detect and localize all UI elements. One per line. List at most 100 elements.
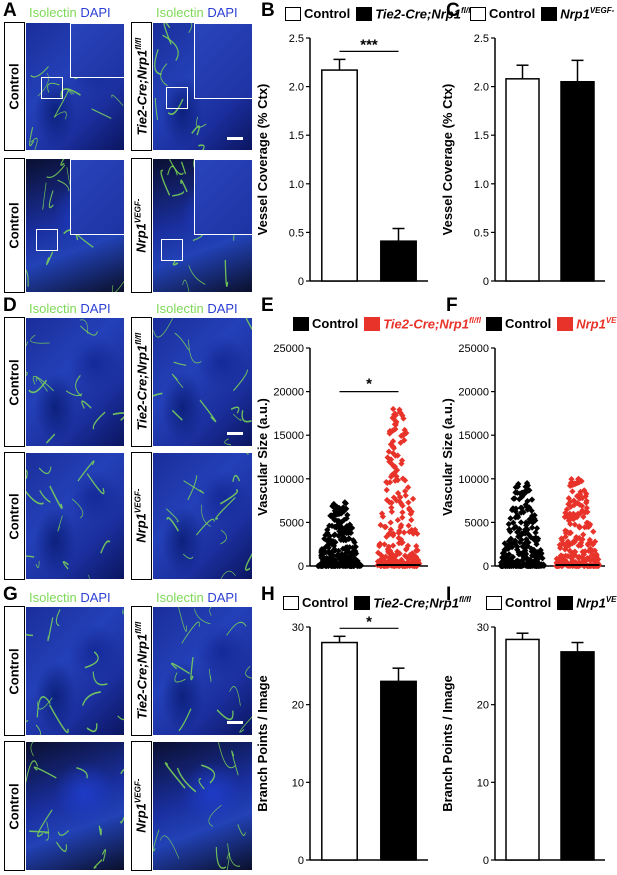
bar-knockout bbox=[380, 240, 417, 282]
vessel-stroke bbox=[160, 169, 171, 196]
chart-f-vascular-size: Vascular Size (a.u.) 0 5000 10000 15000 20000… bbox=[440, 343, 605, 573]
vessel-stroke bbox=[227, 843, 241, 867]
data-point bbox=[526, 487, 533, 494]
vessel-stroke bbox=[38, 466, 52, 475]
legend-swatch-knockout bbox=[541, 6, 558, 21]
vessel-stroke bbox=[35, 560, 40, 568]
data-point bbox=[582, 493, 589, 500]
vessel-stroke bbox=[26, 341, 29, 346]
y-tick-label: 20000 bbox=[458, 387, 489, 399]
vessel-stroke bbox=[245, 665, 252, 679]
vessel-overlay bbox=[26, 742, 124, 869]
legend-label-control: Control bbox=[489, 6, 536, 22]
vessel-stroke bbox=[100, 540, 111, 554]
vessel-stroke bbox=[245, 453, 249, 455]
data-point bbox=[390, 463, 398, 470]
y-tick-label: 0 bbox=[298, 561, 304, 573]
vessel-stroke bbox=[217, 742, 236, 769]
vessel-stroke bbox=[86, 723, 98, 733]
data-point bbox=[408, 516, 415, 524]
isolectin-label: Isolectin bbox=[156, 590, 204, 605]
vessel-stroke bbox=[153, 318, 173, 338]
vessel-overlay bbox=[171, 607, 252, 733]
chart-e-vascular-size: Vascular Size (a.u.) 0 5000 10000 15000 20000… bbox=[255, 343, 428, 573]
dapi-label: DAPI bbox=[80, 5, 111, 20]
vessel-stroke bbox=[81, 400, 92, 409]
y-axis-label: Vascular Size (a.u.) bbox=[440, 398, 455, 516]
legend-label-knockout: Nrp1VEGF- bbox=[576, 595, 617, 611]
micrograph-d-control bbox=[25, 317, 125, 447]
vessel-stroke bbox=[191, 125, 201, 136]
vessel-stroke bbox=[178, 708, 192, 732]
vessel-stroke bbox=[35, 724, 41, 735]
row-label-d-control-2: Control bbox=[4, 452, 25, 580]
vessel-stroke bbox=[93, 859, 103, 869]
vessel-overlay bbox=[166, 453, 252, 579]
data-point bbox=[569, 488, 576, 495]
vessel-stroke bbox=[169, 159, 184, 175]
y-tick-label: 20 bbox=[477, 700, 489, 712]
micrograph-a-nrp1 bbox=[152, 158, 253, 293]
y-tick-label: 2.5 bbox=[289, 33, 304, 45]
bar-control bbox=[505, 638, 540, 861]
vessel-stroke bbox=[208, 804, 222, 827]
vessel-stroke bbox=[46, 251, 54, 266]
vessel-stroke bbox=[201, 504, 211, 527]
vessel-stroke bbox=[188, 23, 193, 34]
significance-marker: *** bbox=[360, 36, 378, 53]
vessel-stroke bbox=[226, 621, 247, 636]
inset-region-box bbox=[41, 77, 63, 99]
vessel-stroke bbox=[199, 399, 217, 423]
y-tick-label: 0 bbox=[298, 855, 304, 867]
data-point bbox=[388, 504, 395, 511]
row-label-d-nrp1: Nrp1VEGF- bbox=[131, 452, 152, 580]
vessel-stroke bbox=[198, 144, 205, 150]
stain-label-d-right: Isolectin DAPI bbox=[156, 302, 238, 316]
vessel-stroke bbox=[209, 607, 212, 616]
vessel-stroke bbox=[80, 325, 98, 336]
vessel-stroke bbox=[26, 555, 35, 558]
vessel-stroke bbox=[172, 260, 179, 266]
vessel-stroke bbox=[231, 750, 239, 776]
row-label-a-control: Control bbox=[4, 22, 25, 151]
data-point bbox=[590, 528, 597, 535]
micrograph-a-control-bottom bbox=[25, 158, 125, 293]
y-axis-label: Branch Points / Image bbox=[440, 675, 455, 812]
y-tick-label: 10000 bbox=[458, 474, 489, 486]
vessel-stroke bbox=[29, 830, 50, 834]
vessel-overlay bbox=[26, 608, 124, 735]
y-tick-label: 1.0 bbox=[474, 179, 489, 191]
vessel-stroke bbox=[37, 72, 49, 97]
vessel-stroke bbox=[75, 374, 82, 397]
vessel-stroke bbox=[46, 821, 50, 841]
isolectin-label: Isolectin bbox=[156, 301, 204, 316]
panel-label-d: D bbox=[3, 295, 17, 316]
vessel-stroke bbox=[219, 488, 239, 505]
vessel-stroke bbox=[48, 190, 54, 209]
y-tick-label: 25000 bbox=[458, 343, 489, 355]
y-tick-label: 0 bbox=[483, 561, 489, 573]
y-tick-label: 0 bbox=[483, 276, 489, 288]
micrograph-a-tie2 bbox=[152, 22, 253, 151]
y-tick-label: 1.0 bbox=[289, 179, 304, 191]
vessel-stroke bbox=[220, 529, 228, 545]
micrograph-d-control-2 bbox=[25, 452, 125, 580]
vessel-stroke bbox=[226, 852, 230, 870]
vessel-stroke bbox=[162, 34, 179, 62]
magnified-inset bbox=[70, 23, 124, 78]
vessel-stroke bbox=[154, 48, 162, 75]
scatter-group-control bbox=[314, 499, 365, 570]
vessel-stroke bbox=[84, 651, 99, 669]
vessel-stroke bbox=[215, 847, 227, 869]
dapi-label: DAPI bbox=[207, 301, 238, 316]
legend-label-control: Control bbox=[505, 316, 552, 332]
y-tick-label: 10 bbox=[292, 777, 304, 789]
scale-bar bbox=[227, 137, 243, 140]
data-point bbox=[394, 476, 401, 484]
dapi-label: DAPI bbox=[80, 590, 111, 605]
y-tick-label: 1.5 bbox=[474, 130, 489, 142]
vessel-stroke bbox=[47, 82, 60, 93]
panel-label-b: B bbox=[261, 0, 275, 21]
panel-label-h: H bbox=[261, 584, 275, 605]
vessel-stroke bbox=[154, 97, 158, 120]
